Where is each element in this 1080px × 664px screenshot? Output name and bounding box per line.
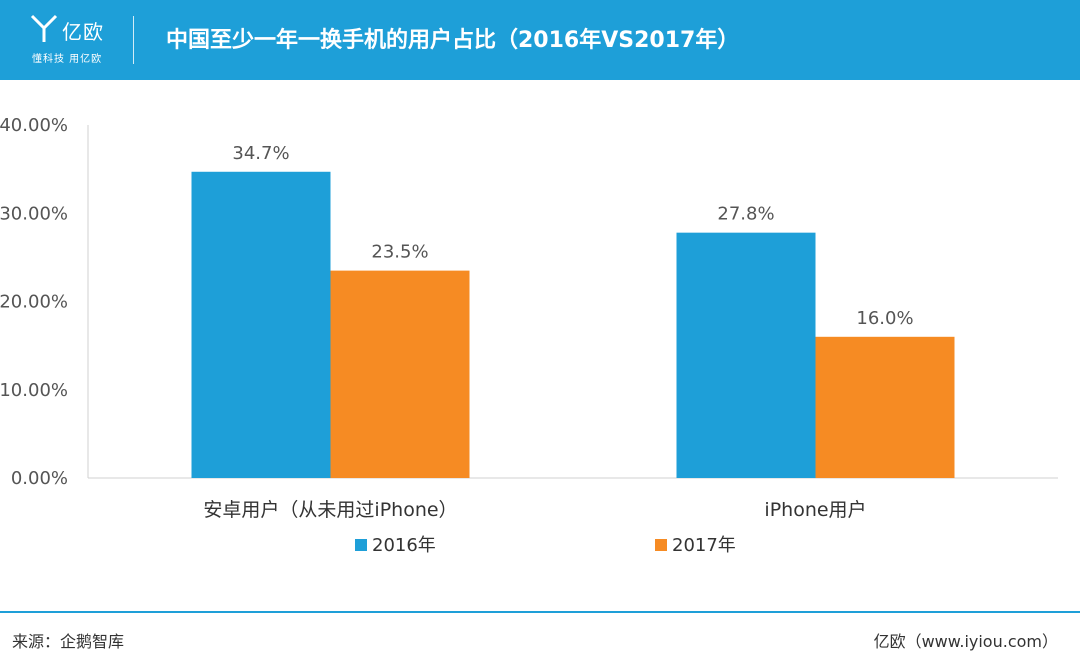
header-divider bbox=[133, 16, 134, 64]
bar-value-label: 27.8% bbox=[717, 204, 774, 225]
category-label: 安卓用户（从未用过iPhone） bbox=[203, 499, 457, 521]
legend-label: 2016年 bbox=[372, 535, 436, 556]
bar bbox=[815, 336, 955, 478]
y-tick-label: 20.00% bbox=[0, 292, 68, 313]
bar-chart: 0.00% 10.00% 20.00% 30.00% 40.00% 34.7% 23.5% 安… bbox=[0, 115, 1058, 556]
header-bar: 亿欧 懂科技 用亿欧 中国至少一年一换手机的用户占比（2016年VS2017年） bbox=[0, 0, 1080, 80]
logo-text: 亿欧 bbox=[62, 20, 104, 44]
category-label: iPhone用户 bbox=[764, 499, 866, 521]
legend-label: 2017年 bbox=[672, 535, 736, 556]
bar bbox=[676, 232, 816, 478]
yiou-logo: 亿欧 懂科技 用亿欧 bbox=[22, 10, 132, 70]
source-note: 来源：企鹅智库 bbox=[12, 632, 125, 651]
logo-slogan: 懂科技 用亿欧 bbox=[32, 54, 103, 65]
y-tick-label: 0.00% bbox=[11, 468, 68, 489]
y-tick-label: 10.00% bbox=[0, 380, 68, 401]
yiou-logo-icon bbox=[30, 14, 58, 42]
y-tick-label: 40.00% bbox=[0, 115, 68, 136]
y-tick-label: 30.00% bbox=[0, 203, 68, 224]
credit-note: 亿欧（www.iyiou.com） bbox=[873, 632, 1058, 651]
footer-divider bbox=[0, 611, 1080, 613]
bar bbox=[191, 171, 331, 478]
bar bbox=[330, 270, 470, 478]
bar-value-label: 16.0% bbox=[856, 308, 913, 329]
bar-value-label: 23.5% bbox=[371, 242, 428, 263]
legend-swatch bbox=[355, 539, 367, 551]
bar-value-label: 34.7% bbox=[232, 143, 289, 164]
chart-title: 中国至少一年一换手机的用户占比（2016年VS2017年） bbox=[166, 28, 740, 53]
legend-swatch bbox=[655, 539, 667, 551]
